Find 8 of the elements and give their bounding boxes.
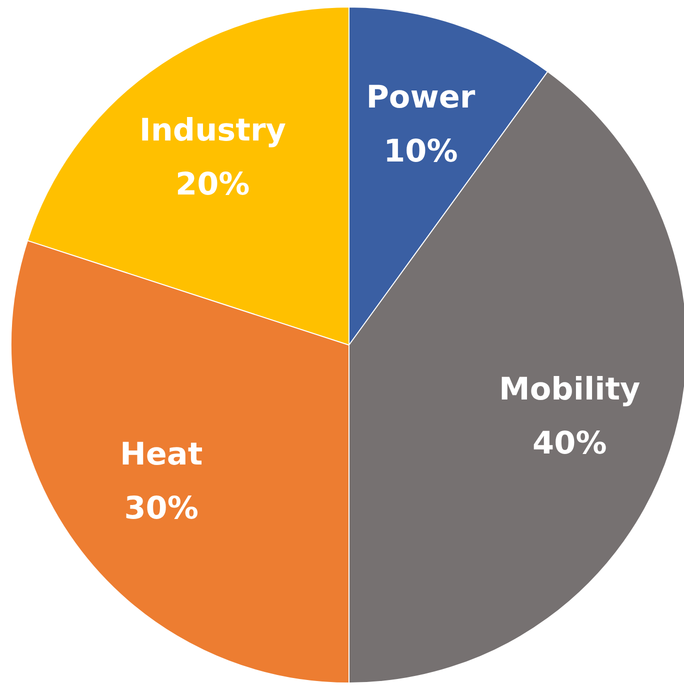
slice-label: Heat: [120, 436, 203, 472]
data-label: 30%: [124, 490, 198, 526]
slice-label: Mobility: [499, 372, 640, 408]
data-label: 40%: [532, 426, 607, 462]
data-label: 20%: [176, 166, 250, 202]
data-label: 10%: [384, 133, 458, 170]
slice-label: Power: [366, 79, 476, 116]
slice-label: Industry: [139, 112, 286, 148]
